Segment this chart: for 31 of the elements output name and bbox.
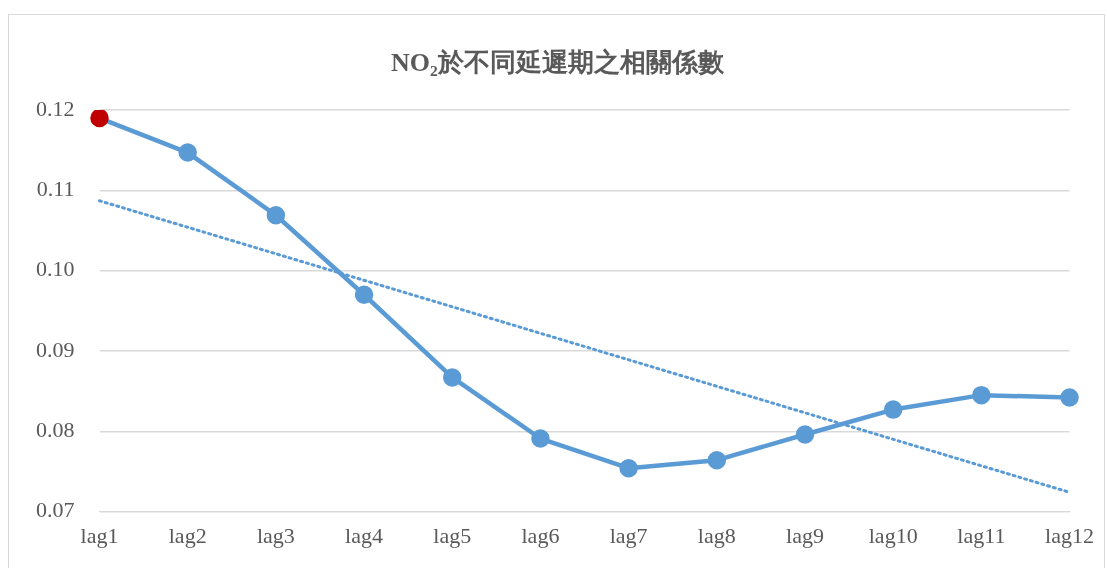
x-tick-label: lag6 bbox=[521, 522, 560, 548]
point bbox=[443, 368, 462, 387]
x-tick-label: lag12 bbox=[1045, 522, 1095, 548]
point bbox=[883, 400, 903, 419]
x-tick-label: lag1 bbox=[80, 522, 119, 548]
point bbox=[354, 285, 374, 304]
point bbox=[795, 425, 815, 444]
x-tick-label: lag8 bbox=[697, 522, 736, 548]
x-tick-label: lag9 bbox=[786, 522, 824, 548]
x-tick-label: lag7 bbox=[609, 522, 648, 548]
y-tick-label: 0.10 bbox=[36, 256, 75, 282]
x-tick-label: lag3 bbox=[256, 522, 295, 548]
point bbox=[972, 385, 991, 405]
x-tick-label: lag5 bbox=[433, 522, 472, 548]
point bbox=[178, 143, 197, 162]
point bbox=[619, 458, 638, 478]
x-tick-label: lag4 bbox=[345, 522, 384, 548]
x-tick-label: lag11 bbox=[957, 522, 1006, 548]
point bbox=[266, 205, 286, 225]
chart-title: NO₂於不同延遲期之相關係數 bbox=[390, 47, 725, 79]
y-tick-label: 0.07 bbox=[36, 497, 75, 523]
y-tick-label: 0.12 bbox=[36, 95, 75, 121]
x-tick-label: lag2 bbox=[168, 522, 207, 548]
y-tick-label: 0.09 bbox=[36, 336, 75, 362]
point bbox=[90, 110, 109, 128]
point bbox=[707, 450, 727, 470]
y-tick-label: 0.11 bbox=[36, 176, 75, 202]
x-tick-label: lag10 bbox=[868, 522, 918, 548]
point bbox=[1060, 388, 1079, 407]
y-tick-label: 0.08 bbox=[36, 417, 75, 443]
point bbox=[531, 429, 550, 448]
